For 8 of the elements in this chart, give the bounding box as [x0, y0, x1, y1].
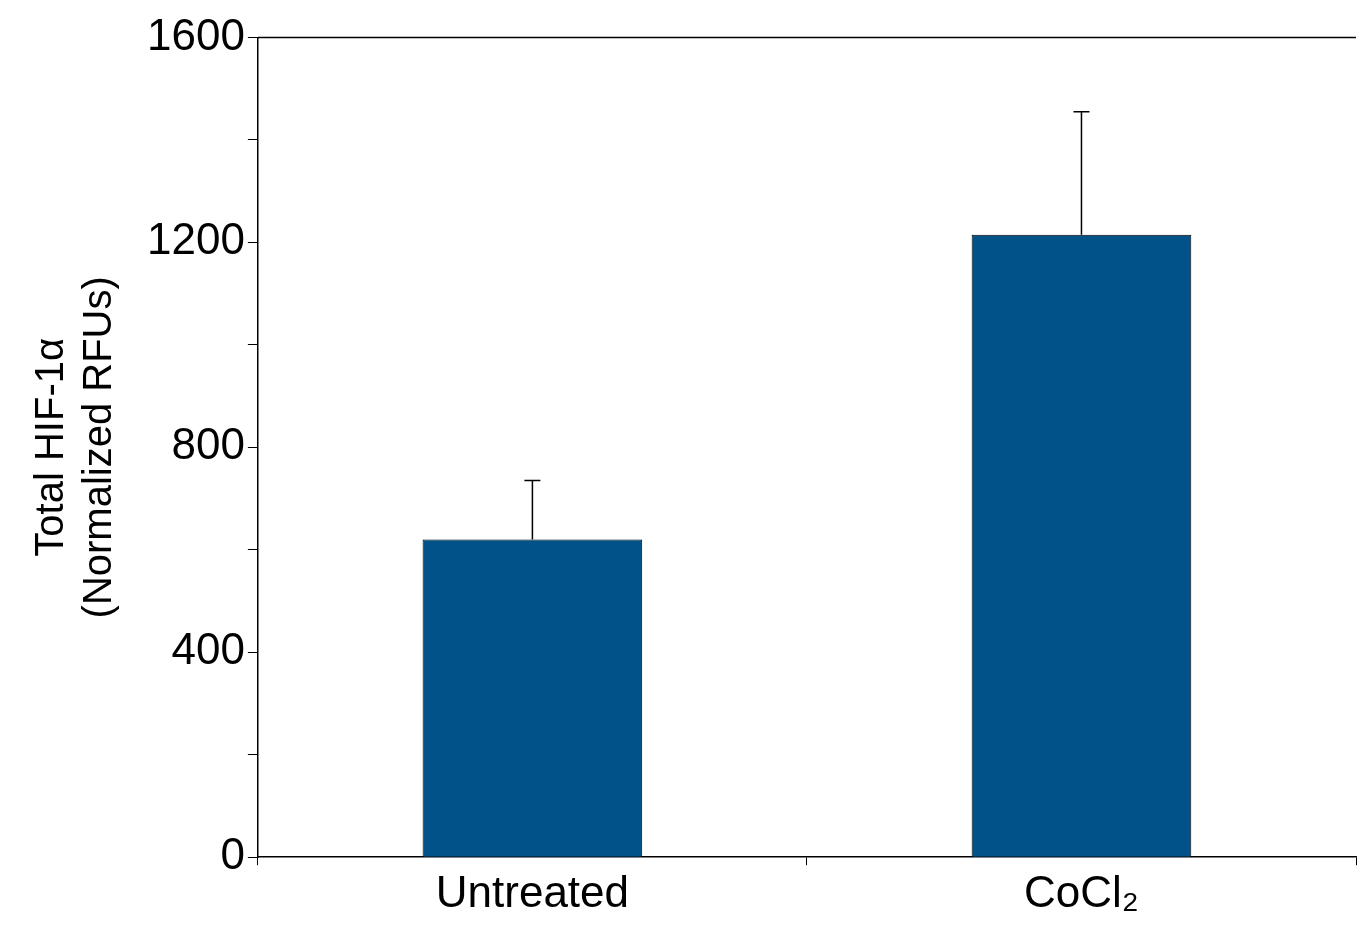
y-tick-label: 400	[171, 624, 245, 674]
y-tick-label: 800	[171, 419, 245, 469]
y-tick-label: 1200	[146, 214, 245, 264]
y-tick-label: 1600	[146, 9, 245, 59]
y-axis-title: Total HIF-1α (Normalized RFUs)	[27, 276, 120, 619]
y-tick-label: 0	[220, 829, 245, 879]
x-tick-label: CoCl₂	[1024, 866, 1139, 916]
x-tick-label: Untreated	[435, 866, 630, 916]
